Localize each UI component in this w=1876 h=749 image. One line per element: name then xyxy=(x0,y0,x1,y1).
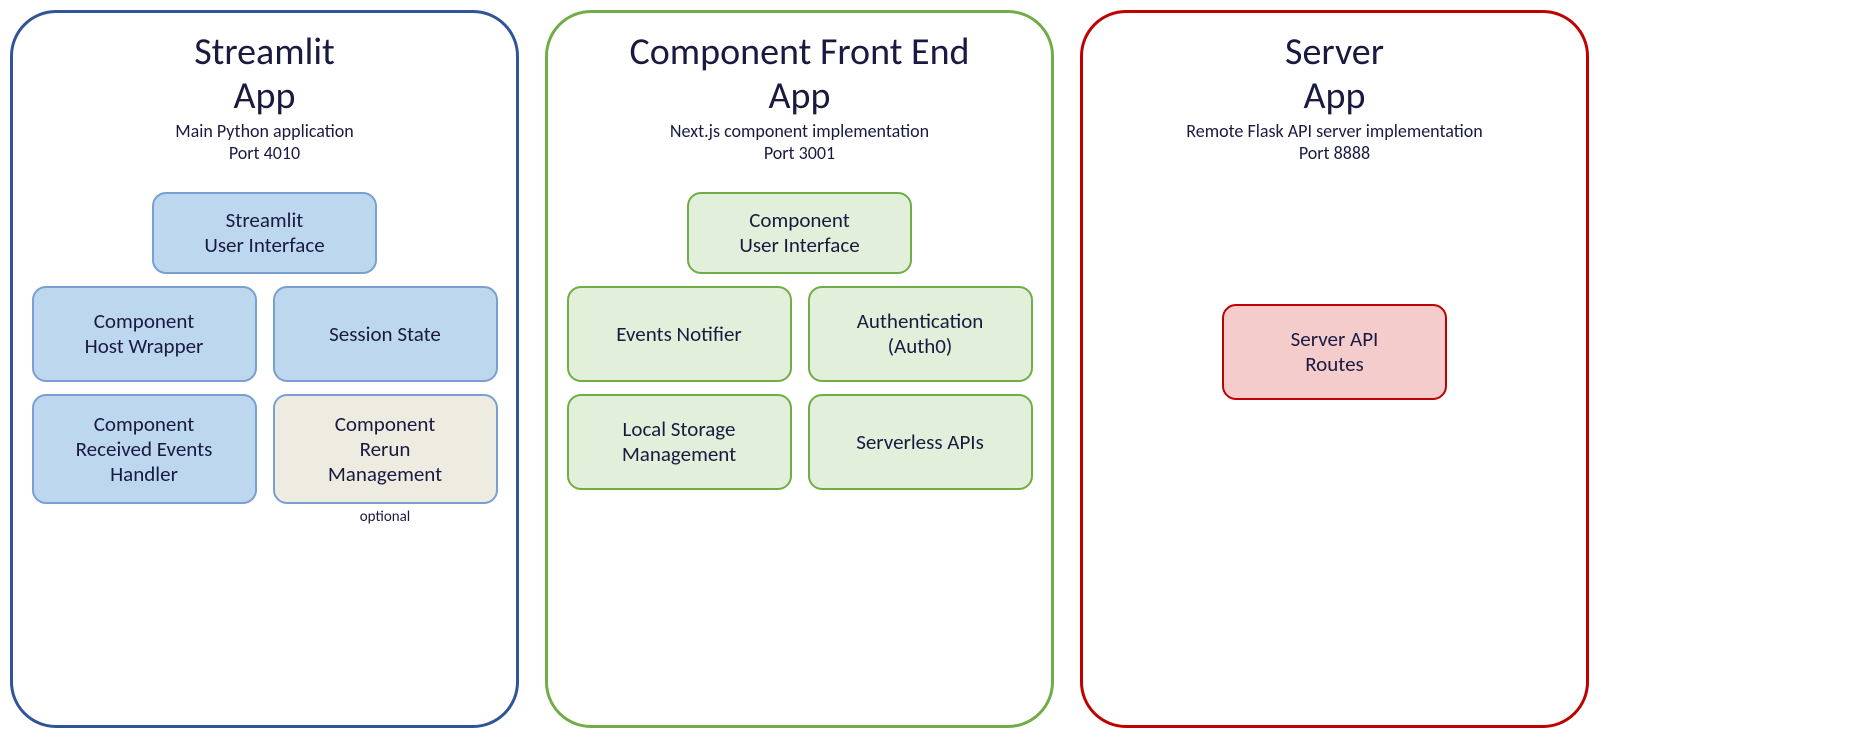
panel-subtitle: Remote Flask API server implementation xyxy=(1097,120,1572,142)
title-line2: App xyxy=(234,73,296,119)
title-line2: App xyxy=(1304,73,1366,119)
node-events-handler: Component Received Events Handler xyxy=(32,394,257,504)
panel-port: Port 4010 xyxy=(27,142,502,164)
node-session-state: Session State xyxy=(273,286,498,382)
panel-streamlit: Streamlit App Main Python application Po… xyxy=(10,10,519,728)
title-line1: Streamlit xyxy=(194,29,335,75)
panel-server: Server App Remote Flask API server imple… xyxy=(1080,10,1589,728)
node-events-notifier: Events Notifier xyxy=(567,286,792,382)
node-streamlit-ui: Streamlit User Interface xyxy=(152,192,377,274)
panel-title: Streamlit App xyxy=(27,31,502,118)
row-3: Local Storage Management Serverless APIs xyxy=(562,394,1037,490)
architecture-diagram: Streamlit App Main Python application Po… xyxy=(10,10,1866,728)
node-component-ui: Component User Interface xyxy=(687,192,912,274)
row-1: Server API Routes xyxy=(1097,304,1572,400)
row-3: Component Received Events Handler Compon… xyxy=(27,394,502,526)
panel-frontend: Component Front End App Next.js componen… xyxy=(545,10,1054,728)
panel-port: Port 8888 xyxy=(1097,142,1572,164)
components-area: Server API Routes xyxy=(1097,304,1572,400)
node-caption-optional: optional xyxy=(360,508,411,526)
components-area: Streamlit User Interface Component Host … xyxy=(27,192,502,526)
node-rerun-wrapper: Component Rerun Management optional xyxy=(273,394,498,526)
title-line2: App xyxy=(769,73,831,119)
row-1: Component User Interface xyxy=(562,192,1037,274)
components-area: Component User Interface Events Notifier… xyxy=(562,192,1037,490)
panel-subtitle: Next.js component implementation xyxy=(562,120,1037,142)
panel-title: Component Front End App xyxy=(562,31,1037,118)
node-local-storage: Local Storage Management xyxy=(567,394,792,490)
panel-title: Server App xyxy=(1097,31,1572,118)
row-2: Component Host Wrapper Session State xyxy=(27,286,502,382)
row-1: Streamlit User Interface xyxy=(27,192,502,274)
row-2: Events Notifier Authentication (Auth0) xyxy=(562,286,1037,382)
node-rerun-management: Component Rerun Management xyxy=(273,394,498,504)
node-server-api-routes: Server API Routes xyxy=(1222,304,1447,400)
node-authentication: Authentication (Auth0) xyxy=(808,286,1033,382)
node-host-wrapper: Component Host Wrapper xyxy=(32,286,257,382)
panel-port: Port 3001 xyxy=(562,142,1037,164)
title-line1: Server xyxy=(1285,29,1384,75)
panel-subtitle: Main Python application xyxy=(27,120,502,142)
title-line1: Component Front End xyxy=(629,29,969,75)
node-serverless-apis: Serverless APIs xyxy=(808,394,1033,490)
